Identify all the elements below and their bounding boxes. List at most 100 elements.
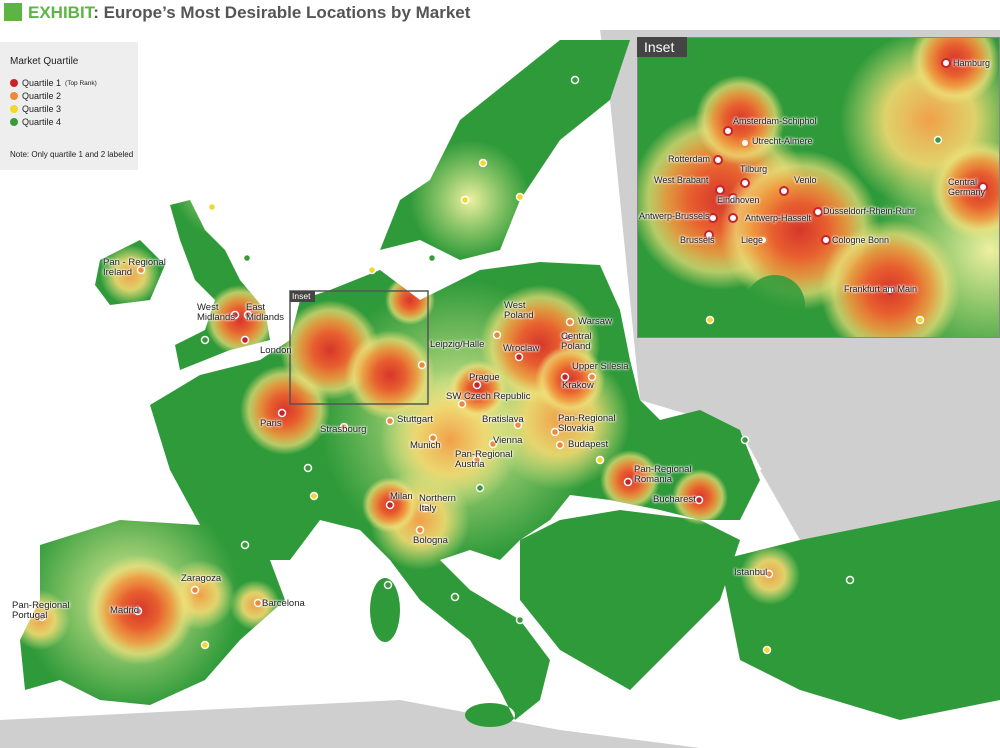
location-label: West Midlands: [197, 302, 236, 323]
location-dot: [420, 503, 430, 513]
location-label: Brussels: [680, 235, 715, 245]
legend-item: Quartile 3: [10, 104, 61, 114]
location-label: Pan-Regional Romania: [634, 464, 692, 485]
location-label: Warsaw: [578, 316, 612, 327]
location-label: Central Poland: [561, 331, 592, 352]
legend-item: Quartile 2: [10, 91, 61, 101]
location-label: Wroclaw: [503, 343, 540, 354]
location-dot: [978, 182, 988, 192]
location-dot: [513, 420, 523, 430]
inset-map: [637, 37, 1000, 338]
location-label: Vienna: [493, 435, 523, 446]
location-dot: [190, 585, 200, 595]
location-dot: [37, 612, 47, 622]
legend-item: Quartile 4: [10, 117, 61, 127]
legend-label: Quartile 3: [22, 104, 62, 114]
location-dot: [428, 433, 438, 443]
location-label: Pan-Regional Austria: [455, 449, 513, 470]
location-dot: [243, 310, 253, 320]
location-label: Antwerp-Brussels: [639, 211, 710, 221]
title-tag: EXHIBIT: [28, 3, 94, 22]
location-label: Pan - Regional Ireland: [103, 257, 166, 278]
location-label: Zaragoza: [181, 573, 222, 584]
inset-marker: Inset: [292, 291, 311, 301]
location-label: Bologna: [413, 535, 448, 546]
location-label: Strasbourg: [320, 424, 367, 435]
location-dot: [821, 235, 831, 245]
title-bar: EXHIBIT: Europe’s Most Desirable Locatio…: [0, 0, 1000, 26]
location-label: Venlo: [794, 175, 817, 185]
location-label: London: [260, 345, 292, 356]
location-label: Barcelona: [262, 598, 305, 609]
title: : Europe’s Most Desirable Locations by M…: [93, 3, 471, 22]
legend-note: (Top Rank): [65, 79, 97, 87]
location-label: Eindhoven: [717, 195, 760, 205]
inset-frame: [289, 290, 429, 405]
legend-swatch: [10, 92, 18, 100]
location-dot: [385, 416, 395, 426]
location-label: Antwerp-Hasselt: [745, 213, 812, 223]
location-dot: [136, 265, 146, 275]
location-dot: [941, 58, 951, 68]
location-label: Paris: [260, 418, 282, 429]
inset-title: Inset: [644, 39, 675, 55]
location-label: Leipzig/Halle: [430, 339, 485, 350]
location-dot: [514, 352, 524, 362]
location-dot: [715, 185, 725, 195]
location-label: Madrid: [110, 605, 140, 616]
location-dot: [488, 439, 498, 449]
location-label: Central Germany: [948, 177, 986, 197]
legend-item: Quartile 1 (Top Rank): [10, 78, 97, 88]
location-label: Cologne Bonn: [832, 235, 890, 245]
location-dot: [740, 138, 750, 148]
legend-label: Quartile 1: [22, 78, 62, 88]
location-label: Northern Italy: [419, 493, 456, 514]
location-label: East Midlands: [246, 302, 285, 323]
legend: Market Quartile Note: Only quartile 1 an…: [0, 42, 138, 170]
location-dot: [708, 213, 718, 223]
location-dot: [253, 598, 263, 608]
location-dot: [230, 310, 240, 320]
location-dot: [385, 500, 395, 510]
location-label: Pan-Regional Portugal: [12, 600, 70, 621]
location-dot: [694, 495, 704, 505]
location-label: Liege: [741, 235, 764, 245]
location-dot: [277, 408, 287, 418]
location-dot: [472, 380, 482, 390]
location-dot: [417, 360, 427, 370]
location-dot: [472, 455, 482, 465]
location-dot: [728, 213, 738, 223]
location-label: SW Czech Republic: [446, 391, 531, 402]
legend-note: Note: Only quartile 1 and 2 labeled: [10, 150, 134, 159]
location-dot: [704, 230, 714, 240]
location-label: Upper Silesia: [572, 361, 629, 372]
location-label: Düsseldorf-Rhein-Ruhr: [823, 206, 916, 216]
location-dot: [415, 525, 425, 535]
location-dot: [560, 372, 570, 382]
location-dot: [723, 126, 733, 136]
location-dot: [563, 332, 573, 342]
location-dot: [813, 207, 823, 217]
location-dot: [240, 335, 250, 345]
location-dot: [133, 606, 143, 616]
legend-swatch: [10, 79, 18, 87]
inset-marker-bg: [290, 291, 315, 302]
location-label: Prague: [469, 372, 500, 383]
location-dot: [492, 330, 502, 340]
location-label: Frankfurt am Main: [844, 284, 918, 294]
legend-title: Market Quartile: [10, 56, 79, 67]
legend-label: Quartile 4: [22, 117, 62, 127]
location-label: Stuttgart: [397, 414, 433, 425]
legend-swatch: [10, 118, 18, 126]
location-label: Amsterdam-Schiphol: [733, 116, 817, 126]
location-label: Bratislava: [482, 414, 524, 425]
location-label: Utrecht-Almere: [752, 136, 813, 146]
location-label: West Brabant: [654, 175, 709, 185]
location-label: Istanbul: [734, 567, 768, 578]
location-label: West Poland: [504, 300, 534, 321]
location-label: Krakow: [562, 380, 594, 391]
location-label: Milan: [390, 491, 413, 502]
location-label: Rotterdam: [668, 154, 711, 164]
